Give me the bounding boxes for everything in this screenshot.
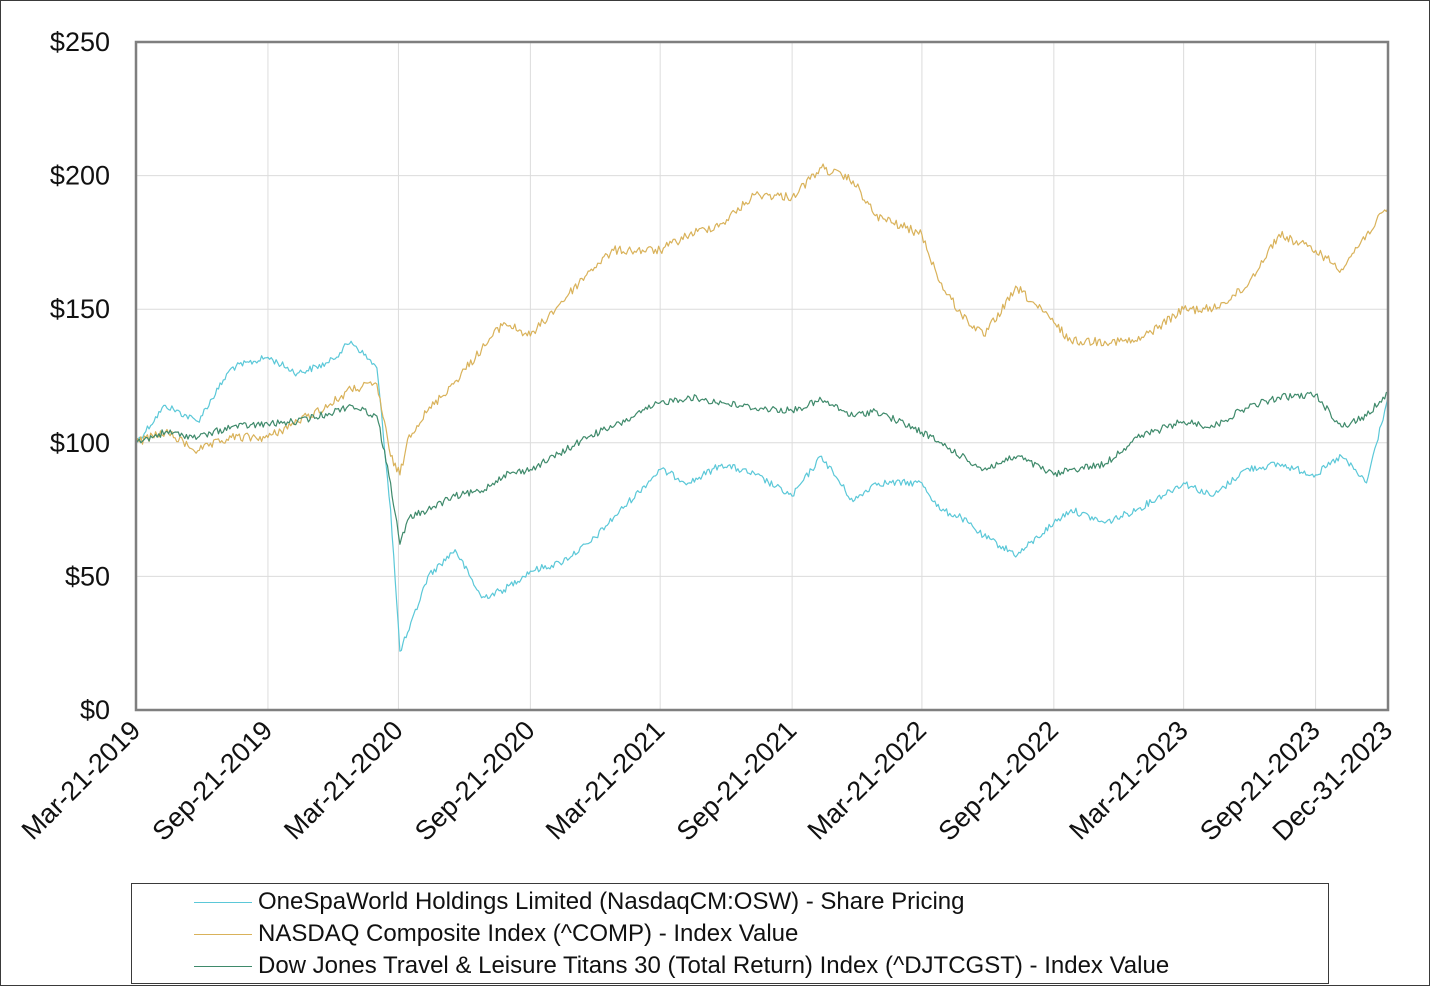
plot-area-border xyxy=(134,40,1390,712)
legend: OneSpaWorld Holdings Limited (NasdaqCM:O… xyxy=(131,883,1329,984)
y-tick-label: $200 xyxy=(50,161,110,191)
legend-swatch-osw xyxy=(194,901,252,903)
x-tick-label: Sep-21-2022 xyxy=(932,715,1064,847)
nasdaq-series-line xyxy=(135,163,1389,476)
x-tick-label: Mar-21-2019 xyxy=(16,715,147,846)
legend-swatch-nasdaq xyxy=(194,933,252,935)
y-tick-label: $0 xyxy=(80,695,110,725)
y-axis-ticks: $0 $50 $100 $150 $200 $250 xyxy=(50,27,110,725)
x-axis-ticks: Mar-21-2019 Sep-21-2019 Mar-21-2020 Sep-21-… xyxy=(16,715,1399,847)
legend-item-osw: OneSpaWorld Holdings Limited (NasdaqCM:O… xyxy=(194,886,965,918)
legend-item-dow-jones: Dow Jones Travel & Leisure Titans 30 (To… xyxy=(194,950,1169,982)
dow-jones-series-line xyxy=(135,391,1389,545)
y-tick-label: $150 xyxy=(50,294,110,324)
x-tick-label: Sep-21-2020 xyxy=(409,715,541,847)
x-tick-label: Mar-21-2021 xyxy=(540,715,671,846)
legend-label-osw: OneSpaWorld Holdings Limited (NasdaqCM:O… xyxy=(258,888,965,915)
legend-label-nasdaq: NASDAQ Composite Index (^COMP) - Index V… xyxy=(258,920,799,947)
x-tick-label: Sep-21-2019 xyxy=(147,715,279,847)
grid-lines xyxy=(135,41,1389,711)
legend-label-dow-jones: Dow Jones Travel & Leisure Titans 30 (To… xyxy=(258,952,1170,979)
y-tick-label: $100 xyxy=(50,428,110,458)
x-tick-label: Mar-21-2023 xyxy=(1063,715,1194,846)
legend-swatch-dow-jones xyxy=(194,965,252,967)
y-tick-label: $250 xyxy=(50,27,110,57)
legend-item-nasdaq: NASDAQ Composite Index (^COMP) - Index V… xyxy=(194,918,798,950)
series-lines xyxy=(135,163,1389,652)
osw-series-line xyxy=(135,340,1389,652)
x-tick-label: Sep-21-2021 xyxy=(671,715,803,847)
x-tick-label: Mar-21-2022 xyxy=(802,715,933,846)
y-tick-label: $50 xyxy=(65,561,110,591)
x-tick-label: Mar-21-2020 xyxy=(278,715,409,846)
